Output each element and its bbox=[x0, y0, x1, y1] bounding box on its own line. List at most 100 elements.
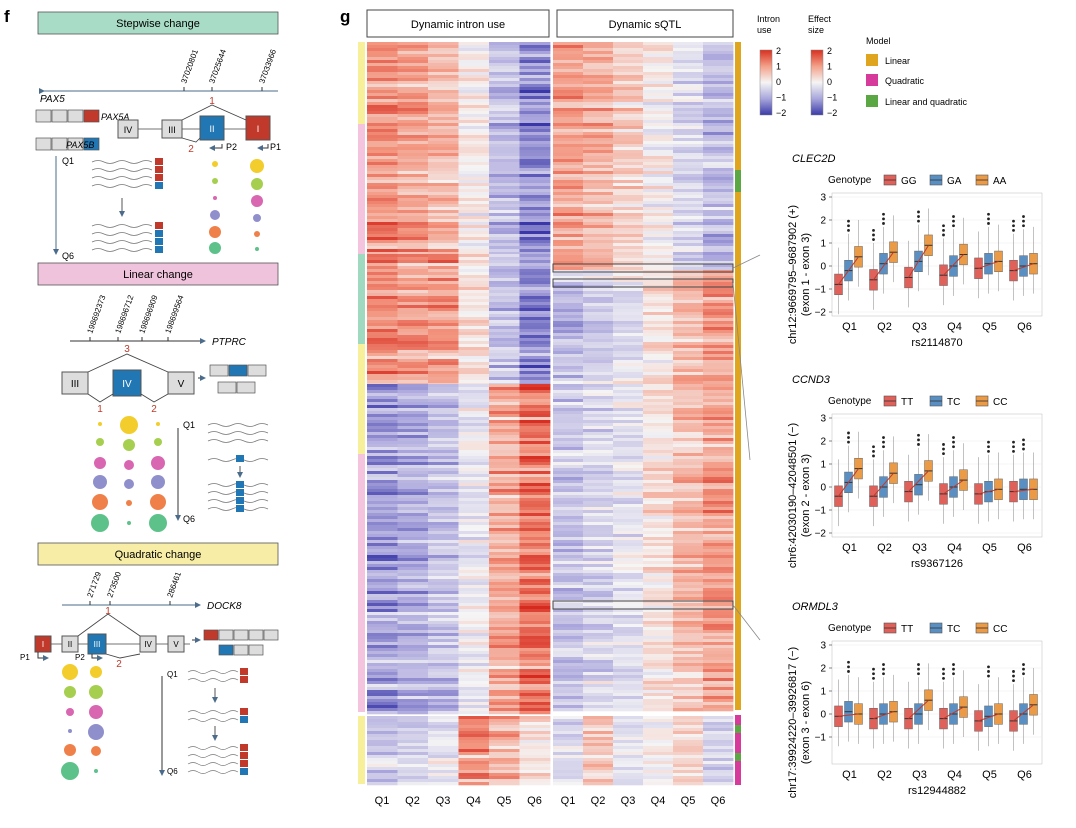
heatmap-cell bbox=[367, 779, 398, 783]
heatmap-cell bbox=[397, 705, 429, 709]
outlier-point bbox=[882, 212, 885, 216]
heatmap-cell bbox=[397, 516, 429, 520]
heatmap-cell bbox=[553, 597, 584, 601]
heatmap-cell bbox=[397, 162, 429, 166]
x-tick-label: Q2 bbox=[877, 542, 892, 554]
heatmap-cell bbox=[458, 447, 490, 451]
heatmap-cell bbox=[397, 770, 429, 774]
heatmap-cell bbox=[553, 749, 584, 753]
heatmap-cell bbox=[703, 168, 734, 172]
heatmap-cell bbox=[519, 69, 551, 73]
heatmap-cell bbox=[643, 606, 674, 610]
heatmap-cell bbox=[489, 195, 520, 199]
heatmap-cell bbox=[428, 737, 459, 741]
heatmap-cell bbox=[643, 243, 674, 247]
heatmap-cell bbox=[489, 368, 520, 372]
heatmap-cell bbox=[519, 114, 551, 118]
heatmap-cell bbox=[367, 228, 398, 232]
heatmap-cell bbox=[397, 663, 429, 667]
heatmap-cell bbox=[703, 237, 734, 241]
heatmap-cell bbox=[673, 561, 704, 565]
heatmap-cell bbox=[613, 102, 644, 106]
heatmap-cell bbox=[553, 414, 584, 418]
heatmap-cell bbox=[489, 290, 520, 294]
heatmap-cell bbox=[428, 570, 459, 574]
heatmap-cell bbox=[703, 630, 734, 634]
outlier-point bbox=[847, 436, 850, 439]
heatmap-cell bbox=[613, 567, 644, 571]
heatmap-cell bbox=[613, 731, 644, 735]
heatmap-cell bbox=[613, 549, 644, 553]
heatmap-cell bbox=[553, 258, 584, 262]
heatmap-cell bbox=[553, 222, 584, 226]
outlier-point bbox=[872, 672, 875, 676]
heatmap-cell bbox=[583, 609, 614, 613]
heatmap-cell bbox=[703, 162, 734, 166]
heatmap-cell bbox=[703, 699, 734, 703]
heatmap-cell bbox=[613, 348, 644, 352]
heatmap-cell bbox=[367, 606, 398, 610]
genotype-legend-title: Genotype bbox=[828, 396, 872, 407]
heatmap-cell bbox=[643, 588, 674, 592]
heatmap-cell bbox=[397, 702, 429, 706]
heatmap-cell bbox=[519, 510, 551, 514]
heatmap-cell bbox=[367, 516, 398, 520]
heatmap-cell bbox=[583, 666, 614, 670]
heatmap-cell bbox=[583, 462, 614, 466]
outlier-point bbox=[917, 215, 920, 218]
heatmap-cell bbox=[367, 84, 398, 88]
heatmap-cell bbox=[428, 278, 459, 282]
heatmap-cell bbox=[519, 492, 551, 496]
heatmap-cell bbox=[489, 492, 520, 496]
heatmap-cell bbox=[489, 648, 520, 652]
heatmap-cell bbox=[553, 180, 584, 184]
heatmap-cell bbox=[428, 702, 459, 706]
heatmap-cell bbox=[583, 363, 614, 367]
heatmap-cell bbox=[519, 338, 551, 342]
heatmap-cell bbox=[613, 630, 644, 634]
heatmap-cell bbox=[613, 585, 644, 589]
heatmap-cell bbox=[458, 708, 490, 712]
heatmap-cell bbox=[613, 429, 644, 433]
heatmap-cell bbox=[613, 390, 644, 394]
heatmap-cell bbox=[673, 579, 704, 583]
heatmap-cell bbox=[489, 543, 520, 547]
heatmap-cell bbox=[583, 600, 614, 604]
heatmap-cell bbox=[489, 69, 520, 73]
heatmap-cell bbox=[613, 153, 644, 157]
heatmap-cell bbox=[553, 669, 584, 673]
heatmap-cell bbox=[613, 357, 644, 361]
heatmap-cell bbox=[673, 54, 704, 58]
heatmap-cell bbox=[703, 543, 734, 547]
heatmap-cell bbox=[613, 555, 644, 559]
heatmap-cell bbox=[673, 174, 704, 178]
heatmap-cell bbox=[553, 767, 584, 771]
heatmap-cell bbox=[519, 87, 551, 91]
heatmap-cell bbox=[489, 702, 520, 706]
heatmap-cell bbox=[397, 468, 429, 472]
heatmap-cell bbox=[489, 764, 520, 768]
heatmap-cell bbox=[553, 621, 584, 625]
heatmap-cell bbox=[489, 201, 520, 205]
heatmap-cell bbox=[367, 722, 398, 726]
heatmap-cell bbox=[397, 672, 429, 676]
heatmap-cell bbox=[428, 675, 459, 679]
heatmap-cell bbox=[458, 588, 490, 592]
heatmap-cell bbox=[673, 456, 704, 460]
heatmap-cell bbox=[613, 282, 644, 286]
heatmap-cell bbox=[519, 423, 551, 427]
heatmap-cell bbox=[519, 222, 551, 226]
heatmap-cell bbox=[397, 597, 429, 601]
heatmap-cell bbox=[553, 627, 584, 631]
heatmap-cell bbox=[428, 567, 459, 571]
heatmap-cell bbox=[519, 399, 551, 403]
heatmap-cell bbox=[519, 603, 551, 607]
heatmap-cell bbox=[519, 606, 551, 610]
heatmap-cell bbox=[428, 761, 459, 765]
heatmap-cell bbox=[428, 758, 459, 762]
heatmap-cell bbox=[428, 435, 459, 439]
heatmap-cell bbox=[367, 254, 398, 258]
heatmap-cell bbox=[703, 114, 734, 118]
y-tick-label: 3 bbox=[820, 193, 826, 204]
